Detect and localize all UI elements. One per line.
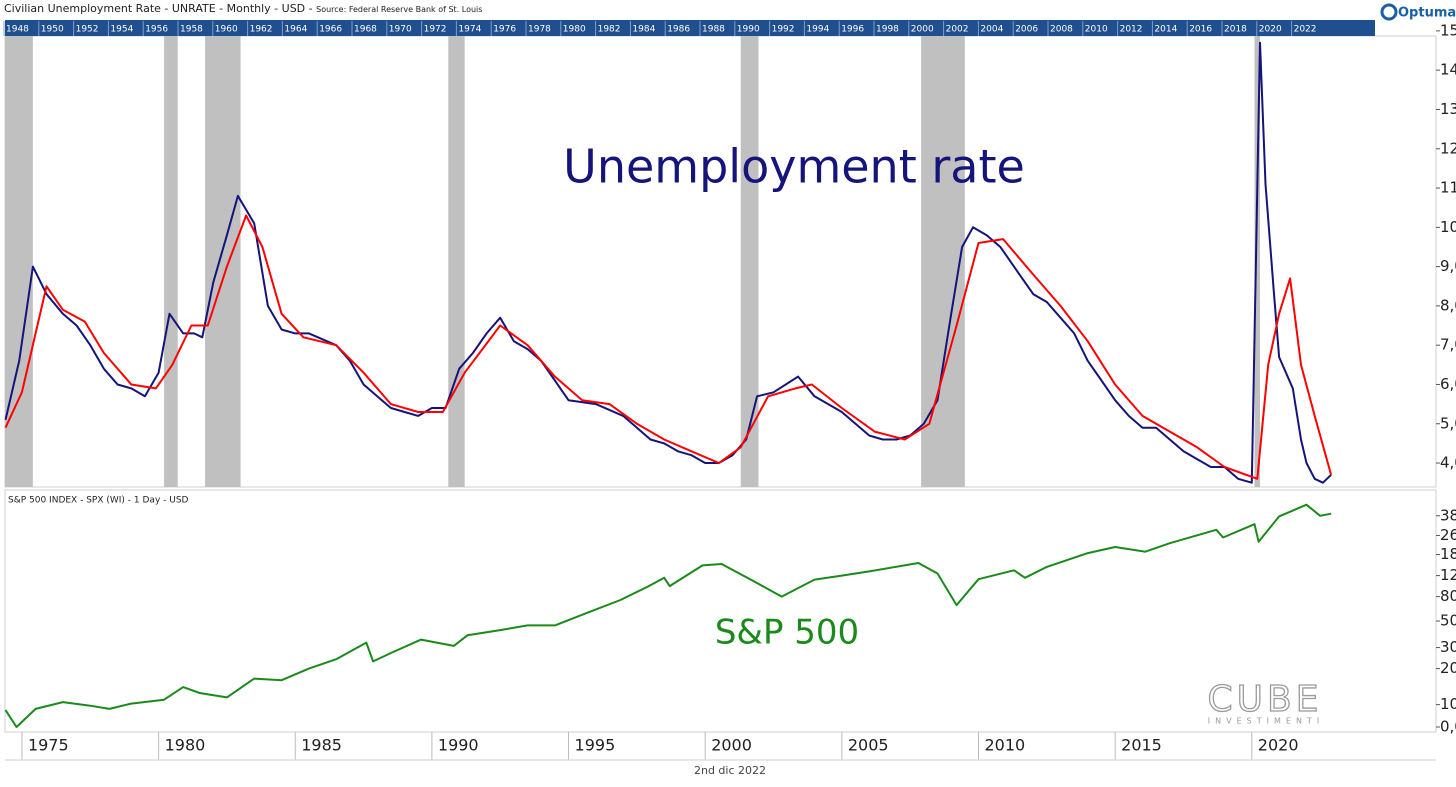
data-line: [4, 214, 1333, 480]
title-bar: [0, 0, 1456, 19]
timeline-label: 1962: [250, 25, 273, 35]
timeline-label: 1994: [806, 25, 829, 35]
y-tick-label: 4,00: [1440, 454, 1456, 472]
timeline-label: 1948: [6, 25, 29, 35]
timeline-label: 1982: [598, 25, 621, 35]
y-tick-label: 500,00: [1440, 612, 1456, 630]
y-tick-label: 15,00: [1440, 21, 1456, 39]
panel-title: S&P 500 INDEX - SPX (WI) - 1 Day - USD: [8, 496, 189, 506]
y-tick-label: 11,00: [1440, 179, 1456, 197]
timeline-label: 1956: [145, 25, 168, 35]
y-tick-label: 300,00: [1440, 638, 1456, 656]
y-tick-label: 7,00: [1440, 336, 1456, 354]
recession-band: [1254, 36, 1260, 487]
annotation: Unemployment rate: [563, 140, 1025, 194]
recession-band: [921, 36, 965, 487]
x-tick-label: 2010: [984, 736, 1025, 755]
y-tick-label: 10,00: [1440, 218, 1456, 236]
y-tick-label: 100,00: [1440, 695, 1456, 713]
annotation: S&P 500: [715, 613, 859, 653]
recession-band: [448, 36, 465, 487]
timeline-label: 1988: [702, 25, 725, 35]
x-tick-label: 2005: [848, 736, 889, 755]
x-tick-label: 1985: [301, 736, 342, 755]
timeline-label: 1970: [389, 25, 412, 35]
title-text: Civilian Unemployment Rate - UNRATE - Mo…: [4, 2, 313, 15]
timeline-label: 2010: [1085, 25, 1108, 35]
timeline-label: 1978: [528, 25, 551, 35]
timeline-label: 2018: [1224, 25, 1247, 35]
timeline-label: 1992: [772, 25, 795, 35]
timeline-label: 1954: [110, 25, 133, 35]
x-tick-label: 2015: [1121, 736, 1162, 755]
x-tick-label: 1995: [575, 736, 616, 755]
y-tick-label: 5,00: [1440, 414, 1456, 432]
watermark-sub: INVESTIMENTI: [1208, 717, 1324, 726]
y-tick-label: 9,00: [1440, 257, 1456, 275]
timeline-label: 1966: [319, 25, 342, 35]
timeline-label: 1990: [737, 25, 760, 35]
plots: 4,00 5,00 6,00 7,00 8,00 9,00 10,00 11,00 12,00 1…: [4, 21, 1456, 761]
data-line: [4, 503, 1332, 728]
footer-date: 2nd dic 2022: [694, 764, 766, 777]
timeline-label: 2014: [1154, 25, 1177, 35]
timeline-label: 2020: [1259, 25, 1282, 35]
timeline-label: 2004: [980, 25, 1003, 35]
y-tick-label: 2600,00: [1440, 526, 1456, 544]
x-tick-label: 2000: [711, 736, 752, 755]
x-tick-label: 1990: [438, 736, 479, 755]
y-tick-label: 0,00: [1440, 718, 1456, 736]
logo-icon: [1380, 3, 1398, 21]
y-tick-label: 12,00: [1440, 139, 1456, 157]
source-text: Source: Federal Reserve Bank of St. Loui…: [316, 5, 482, 14]
recession-band: [740, 36, 759, 487]
y-tick-label: 8,00: [1440, 296, 1456, 314]
timeline-label: 1980: [563, 25, 586, 35]
timeline-label: 1950: [41, 25, 64, 35]
timeline-label: 2022: [1294, 25, 1317, 35]
timeline-label: 1972: [424, 25, 447, 35]
x-tick-label: 1980: [165, 736, 206, 755]
timeline-label: 2000: [911, 25, 934, 35]
recession-band: [164, 36, 178, 487]
timeline-strip: [5, 20, 1375, 36]
timeline-label: 1968: [354, 25, 377, 35]
y-tick-label: 6,00: [1440, 375, 1456, 393]
watermark: CUBE: [1208, 679, 1323, 720]
timeline-label: 1986: [667, 25, 690, 35]
y-tick-label: 1800,00: [1440, 545, 1456, 563]
timeline-label: 2002: [946, 25, 969, 35]
y-tick-label: 14,00: [1440, 61, 1456, 79]
timeline-label: 2006: [1015, 25, 1038, 35]
x-tick-label: 1975: [28, 736, 69, 755]
y-tick-label: 1200,00: [1440, 566, 1456, 584]
timeline-label: 2008: [1050, 25, 1073, 35]
panel-frame: [4, 489, 1437, 733]
timeline-label: 1964: [284, 25, 307, 35]
y-tick-label: 3800,00: [1440, 506, 1456, 524]
timeline: 1948 1950 1952 1954 1956 1958 1960 1962 1964 1966…: [3, 21, 1317, 36]
y-tick-label: 800,00: [1440, 587, 1456, 605]
recession-band: [5, 36, 33, 487]
x-tick-label: 2020: [1258, 736, 1299, 755]
logo: Optuma: [1398, 6, 1456, 21]
timeline-label: 1960: [215, 25, 238, 35]
timeline-label: 1996: [841, 25, 864, 35]
timeline-label: 1984: [632, 25, 655, 35]
timeline-label: 1998: [876, 25, 899, 35]
y-tick-label: 200,00: [1440, 659, 1456, 677]
timeline-label: 1952: [76, 25, 99, 35]
timeline-label: 2012: [1120, 25, 1143, 35]
timeline-label: 1974: [458, 25, 481, 35]
timeline-label: 2016: [1189, 25, 1212, 35]
chart-title: Civilian Unemployment Rate - UNRATE - Mo…: [4, 2, 482, 15]
data-line: [4, 41, 1332, 484]
timeline-label: 1976: [493, 25, 516, 35]
timeline-label: 1958: [180, 25, 203, 35]
y-tick-label: 13,00: [1440, 100, 1456, 118]
recession-band: [205, 36, 241, 487]
